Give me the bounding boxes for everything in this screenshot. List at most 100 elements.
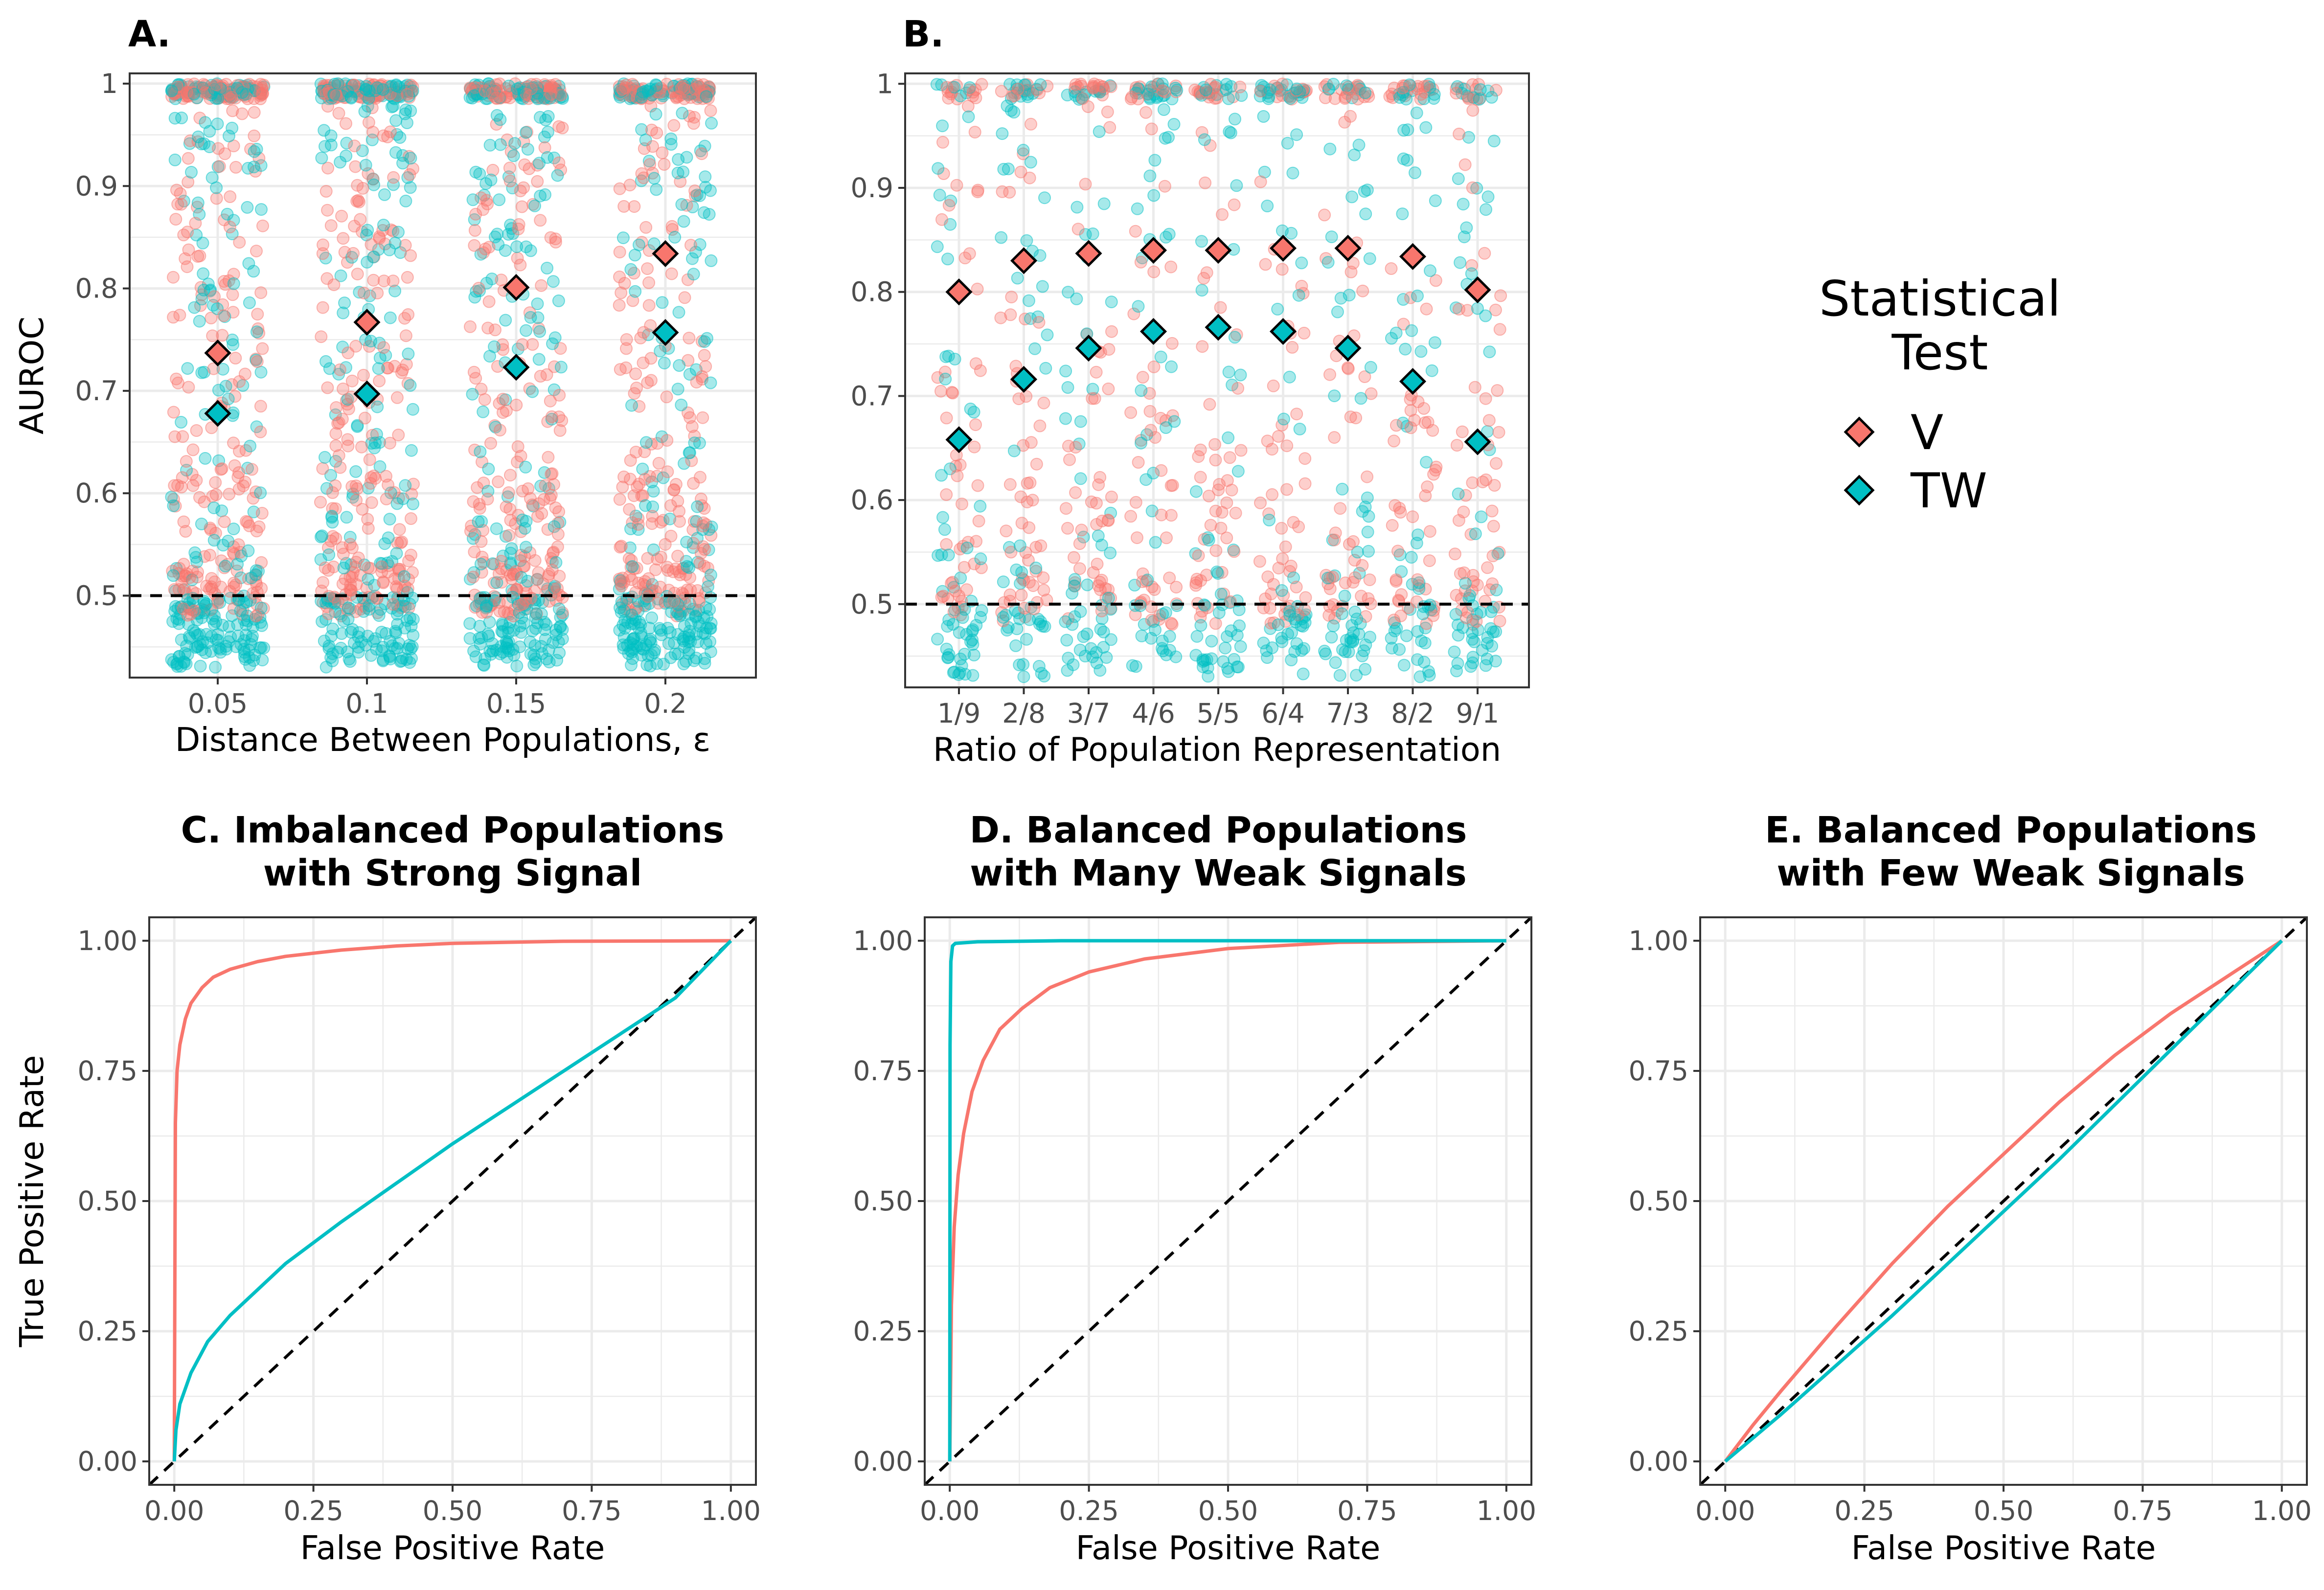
- point-v: [1015, 589, 1028, 602]
- point-v: [1361, 470, 1374, 483]
- point-tw: [1022, 294, 1035, 307]
- point-tw: [358, 105, 371, 118]
- point-v: [545, 88, 558, 101]
- point-tw: [650, 657, 663, 670]
- point-v: [1450, 87, 1463, 100]
- point-v: [1299, 452, 1312, 465]
- point-v: [205, 421, 218, 434]
- point-tw: [999, 609, 1012, 622]
- point-tw: [223, 129, 235, 142]
- point-tw: [389, 146, 402, 159]
- point-tw: [208, 609, 221, 622]
- point-tw: [1217, 655, 1230, 668]
- point-v: [945, 386, 958, 399]
- point-tw: [1325, 230, 1338, 244]
- point-v: [398, 579, 411, 592]
- point-v: [1103, 121, 1116, 134]
- point-v: [1025, 117, 1037, 131]
- point-tw: [1327, 619, 1340, 633]
- point-v: [630, 382, 643, 394]
- point-tw: [325, 630, 338, 643]
- point-tw: [974, 552, 987, 566]
- point-tw: [210, 633, 223, 646]
- point-v: [1276, 552, 1289, 565]
- point-tw: [389, 79, 403, 92]
- point-v: [365, 471, 378, 484]
- point-tw: [938, 523, 951, 536]
- point-v: [226, 288, 239, 301]
- point-v: [357, 368, 370, 382]
- point-v: [246, 587, 259, 600]
- point-v: [1404, 421, 1417, 434]
- point-tw: [377, 219, 390, 231]
- point-v: [1481, 561, 1494, 574]
- point-tw: [1485, 91, 1498, 104]
- point-tw: [245, 633, 258, 646]
- point-v: [652, 456, 665, 470]
- point-v: [1209, 504, 1222, 518]
- point-v: [639, 221, 653, 234]
- point-v: [1272, 430, 1285, 443]
- point-v: [1075, 523, 1088, 537]
- x-tick-label: 0.75: [562, 1495, 621, 1526]
- point-tw: [1074, 472, 1087, 485]
- point-tw: [997, 575, 1010, 589]
- point-v: [620, 342, 633, 355]
- point-v: [167, 271, 180, 284]
- point-tw: [680, 536, 693, 548]
- y-tick-label: 0.25: [78, 1316, 137, 1347]
- point-v: [342, 346, 355, 360]
- point-tw: [1362, 545, 1375, 558]
- point-v: [404, 249, 417, 262]
- point-v: [1343, 538, 1356, 551]
- point-v: [1216, 208, 1229, 221]
- point-v: [935, 591, 948, 604]
- point-v: [641, 262, 654, 275]
- point-v: [352, 195, 365, 208]
- point-v: [1420, 302, 1433, 316]
- point-tw: [674, 609, 686, 622]
- point-tw: [658, 357, 671, 370]
- point-v: [351, 268, 364, 281]
- point-v: [1069, 78, 1082, 91]
- point-tw: [1350, 669, 1363, 682]
- point-v: [539, 479, 552, 492]
- point-tw: [673, 359, 686, 372]
- point-tw: [650, 183, 663, 196]
- point-tw: [508, 137, 522, 150]
- point-tw: [466, 387, 479, 401]
- point-v: [507, 568, 521, 581]
- point-v: [1062, 439, 1075, 453]
- point-v: [644, 374, 658, 387]
- point-v: [182, 176, 195, 189]
- point-tw: [1029, 561, 1043, 574]
- point-v: [704, 104, 717, 117]
- point-v: [1164, 479, 1178, 492]
- point-tw: [684, 446, 696, 459]
- point-v: [1292, 520, 1305, 533]
- point-v: [1209, 454, 1222, 467]
- point-v: [1266, 488, 1279, 501]
- point-tw: [315, 530, 327, 544]
- point-tw: [1094, 623, 1107, 636]
- point-v: [167, 406, 180, 419]
- x-axis-label: False Positive Rate: [300, 1529, 605, 1567]
- point-v: [673, 504, 686, 518]
- point-v: [1276, 77, 1289, 91]
- point-v: [1329, 526, 1342, 540]
- point-tw: [541, 262, 554, 274]
- point-v: [667, 483, 681, 496]
- point-v: [492, 475, 505, 488]
- point-v: [245, 463, 258, 476]
- point-v: [241, 516, 254, 529]
- point-tw: [520, 541, 532, 554]
- point-tw: [1020, 633, 1033, 646]
- point-v: [1421, 480, 1434, 493]
- point-tw: [396, 652, 409, 665]
- point-tw: [1036, 280, 1049, 293]
- point-tw: [187, 88, 201, 101]
- point-v: [256, 88, 269, 101]
- point-tw: [1157, 644, 1170, 658]
- point-tw: [1093, 125, 1106, 138]
- point-v: [1003, 478, 1017, 491]
